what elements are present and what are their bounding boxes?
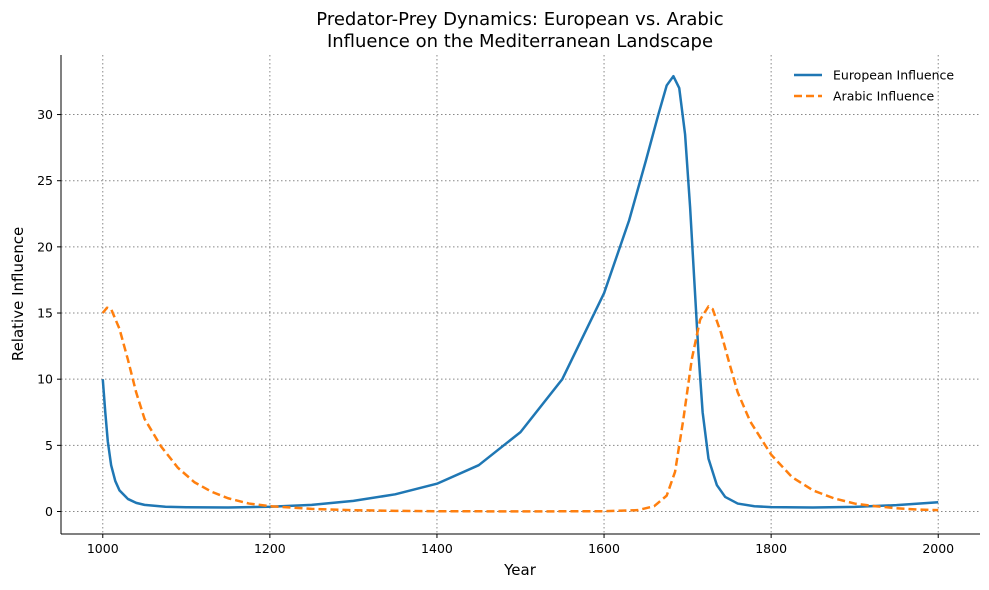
x-tick-label: 2000 [922,541,954,556]
series-line-2 [101,305,939,513]
x-tick-label: 1600 [588,541,620,556]
x-axis-ticks: 1000 1200 1400 1600 1800 2000 [87,534,954,556]
x-axis-label: Year [503,561,537,579]
y-tick-label: 20 [37,239,53,254]
legend: European Influence Arabic Influence [794,68,954,104]
y-tick-label: 10 [37,372,53,387]
grid-lines [61,55,980,534]
x-tick-label: 1200 [254,541,286,556]
y-tick-label: 0 [45,504,53,519]
y-axis-ticks: 0 5 10 15 20 25 30 [37,107,61,519]
x-tick-label: 1800 [755,541,787,556]
x-tick-label: 1000 [87,541,119,556]
y-tick-label: 25 [37,173,53,188]
y-tick-label: 30 [37,107,53,122]
legend-label-2: Arabic Influence [833,89,934,104]
y-tick-label: 5 [45,438,53,453]
legend-label-1: European Influence [833,68,954,83]
chart-title-line1: Predator-Prey Dynamics: European vs. Ara… [316,9,723,30]
y-axis-label: Relative Influence [9,227,27,361]
x-tick-label: 1400 [421,541,453,556]
y-tick-label: 15 [37,306,53,321]
chart-title-line2: Influence on the Mediterranean Landscape [327,31,713,52]
series-line-1 [101,74,939,509]
series-layer [101,74,939,513]
